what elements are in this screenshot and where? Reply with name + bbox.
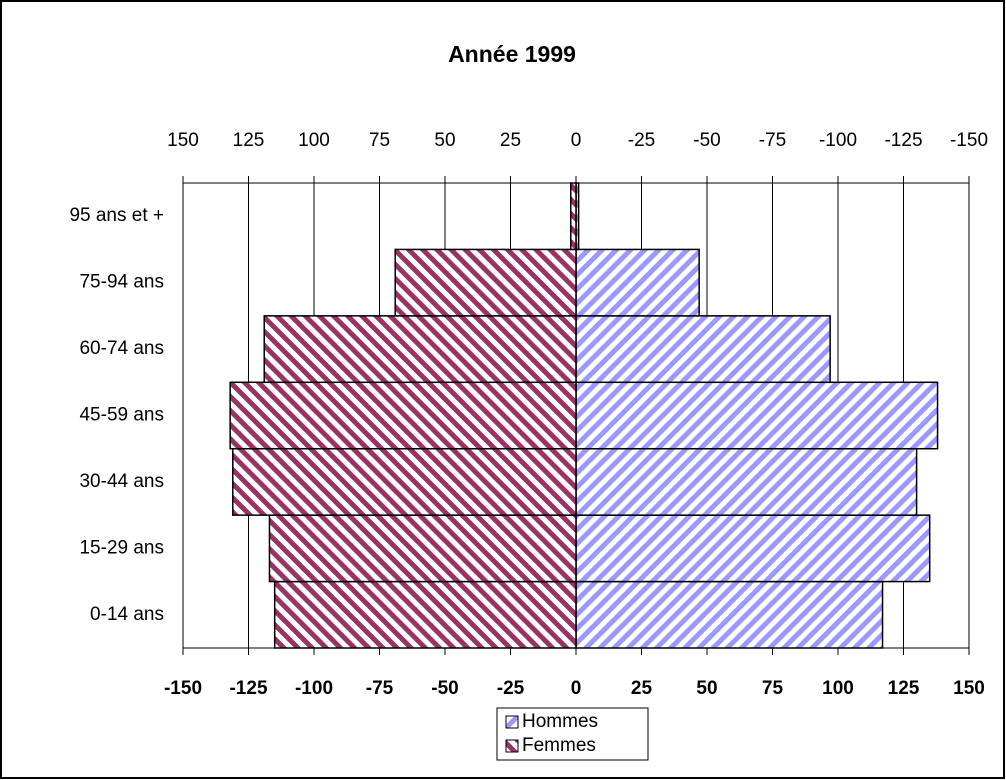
bar [229,381,577,450]
x2-tick-label: -100 [819,130,857,151]
x2-tick-label: 0 [571,130,582,151]
x-tick-label: 100 [822,678,854,699]
y-tick-label: 95 ans et + [69,205,164,226]
y-tick-label: 60-74 ans [79,338,164,359]
bar [575,447,918,516]
bar [575,381,939,450]
x-tick-label: 25 [631,678,653,699]
x-tick-label: -100 [295,678,333,699]
x-tick-label: 125 [888,678,920,699]
x2-tick-label: 50 [434,130,455,151]
bar [268,514,577,583]
legend-label: Femmes [522,735,596,756]
bar [394,248,577,317]
x2-tick-label: -50 [693,130,720,151]
bar [273,580,577,649]
x-tick-label: 75 [762,678,784,699]
chart-title: Année 1999 [448,41,576,67]
x-tick-label: 150 [953,678,985,699]
x2-tick-label: 100 [298,130,330,151]
x2-tick-label: 75 [369,130,390,151]
x2-tick-label: 150 [167,130,199,151]
x-tick-label: -75 [366,678,394,699]
x-tick-label: -150 [164,678,202,699]
y-tick-label: 0-14 ans [90,604,164,625]
legend-swatch [505,715,519,729]
bar [575,580,884,649]
legend-box [496,707,649,761]
x2-tick-label: 25 [500,130,521,151]
legend-label: Hommes [522,711,598,732]
y-tick-label: 30-44 ans [79,471,164,492]
bar [575,514,931,583]
x-tick-label: -25 [497,678,525,699]
x2-tick-label: -150 [950,130,988,151]
x-tick-label: 0 [571,678,582,699]
x2-tick-label: -25 [628,130,655,151]
x-tick-label: -50 [431,678,458,699]
bar [263,315,577,384]
bar [232,447,577,516]
x2-tick-label: -75 [759,130,786,151]
x2-tick-label: -125 [884,130,922,151]
x2-tick-label: 125 [233,130,265,151]
y-tick-label: 15-29 ans [79,537,164,558]
legend-swatch [505,739,519,753]
bar [575,248,700,317]
x-tick-label: 50 [696,678,717,699]
y-tick-label: 75-94 ans [79,272,164,293]
y-tick-label: 45-59 ans [79,405,164,426]
bar [570,182,577,251]
x-tick-label: -125 [229,678,267,699]
bar [575,315,831,384]
